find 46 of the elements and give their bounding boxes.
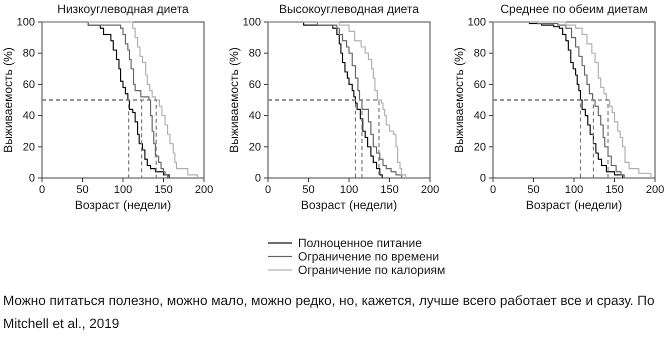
y-tick-label: 60 bbox=[474, 78, 486, 91]
y-tick-label: 60 bbox=[248, 78, 261, 91]
y-tick-label: 20 bbox=[474, 141, 486, 154]
y-tick-label: 80 bbox=[474, 48, 486, 60]
x-tick-label: 200 bbox=[646, 184, 664, 196]
y-tick-label: 0 bbox=[254, 172, 261, 185]
x-tick-label: 50 bbox=[76, 184, 89, 196]
x-axis-title: Возраст (недели) bbox=[300, 198, 398, 212]
x-tick-label: 100 bbox=[564, 184, 584, 196]
y-tick-label: 0 bbox=[480, 172, 486, 185]
y-tick-label: 100 bbox=[468, 16, 486, 29]
chart-title: Среднее по обеим диетам bbox=[500, 2, 648, 16]
y-tick-label: 80 bbox=[248, 48, 261, 60]
legend-label: Ограничение по калориям bbox=[298, 263, 446, 277]
chart-title: Высокоуглеводная диета bbox=[279, 2, 420, 16]
x-tick-label: 200 bbox=[420, 184, 440, 196]
text: Можно питаться полезно, можно мало, можно редко, но, кажется, лучше всего работает все и сразу. По Mitchell et al., 2019 bbox=[3, 293, 654, 331]
chart-title: Низкоуглеводная диета bbox=[57, 2, 190, 16]
x-axis-title: Возраст (недели) bbox=[74, 198, 172, 212]
x-tick-label: 100 bbox=[114, 184, 132, 196]
y-tick-label: 100 bbox=[16, 16, 35, 29]
x-tick-label: 50 bbox=[302, 184, 315, 196]
x-tick-label: 0 bbox=[264, 184, 272, 196]
y-tick-label: 60 bbox=[22, 78, 35, 91]
y-tick-label: 80 bbox=[22, 48, 35, 60]
x-tick-label: 150 bbox=[605, 184, 624, 196]
y-tick-label: 20 bbox=[248, 141, 261, 154]
x-axis-title: Возраст (недели) bbox=[526, 198, 622, 212]
x-tick-label: 50 bbox=[527, 184, 540, 196]
y-axis-title: Выживаемость (%) bbox=[227, 47, 241, 153]
legend-label: Полноценное питание bbox=[298, 236, 422, 250]
y-tick-label: 100 bbox=[242, 16, 261, 29]
x-tick-label: 100 bbox=[340, 184, 358, 196]
x-tick-label: 150 bbox=[154, 184, 173, 196]
y-axis-title: Выживаемость (%) bbox=[452, 47, 466, 153]
y-tick-label: 40 bbox=[248, 110, 261, 122]
y-tick-label: 40 bbox=[474, 110, 486, 122]
x-tick-label: 150 bbox=[380, 184, 399, 196]
y-tick-label: 0 bbox=[28, 172, 35, 185]
y-axis-title: Выживаемость (%) bbox=[1, 47, 15, 153]
x-tick-label: 200 bbox=[194, 184, 214, 196]
x-tick-label: 0 bbox=[490, 184, 496, 196]
x-tick-label: 0 bbox=[38, 184, 46, 196]
y-tick-label: 40 bbox=[22, 110, 35, 122]
y-tick-label: 20 bbox=[22, 141, 35, 154]
legend-label: Ограничение по времени bbox=[298, 250, 440, 264]
